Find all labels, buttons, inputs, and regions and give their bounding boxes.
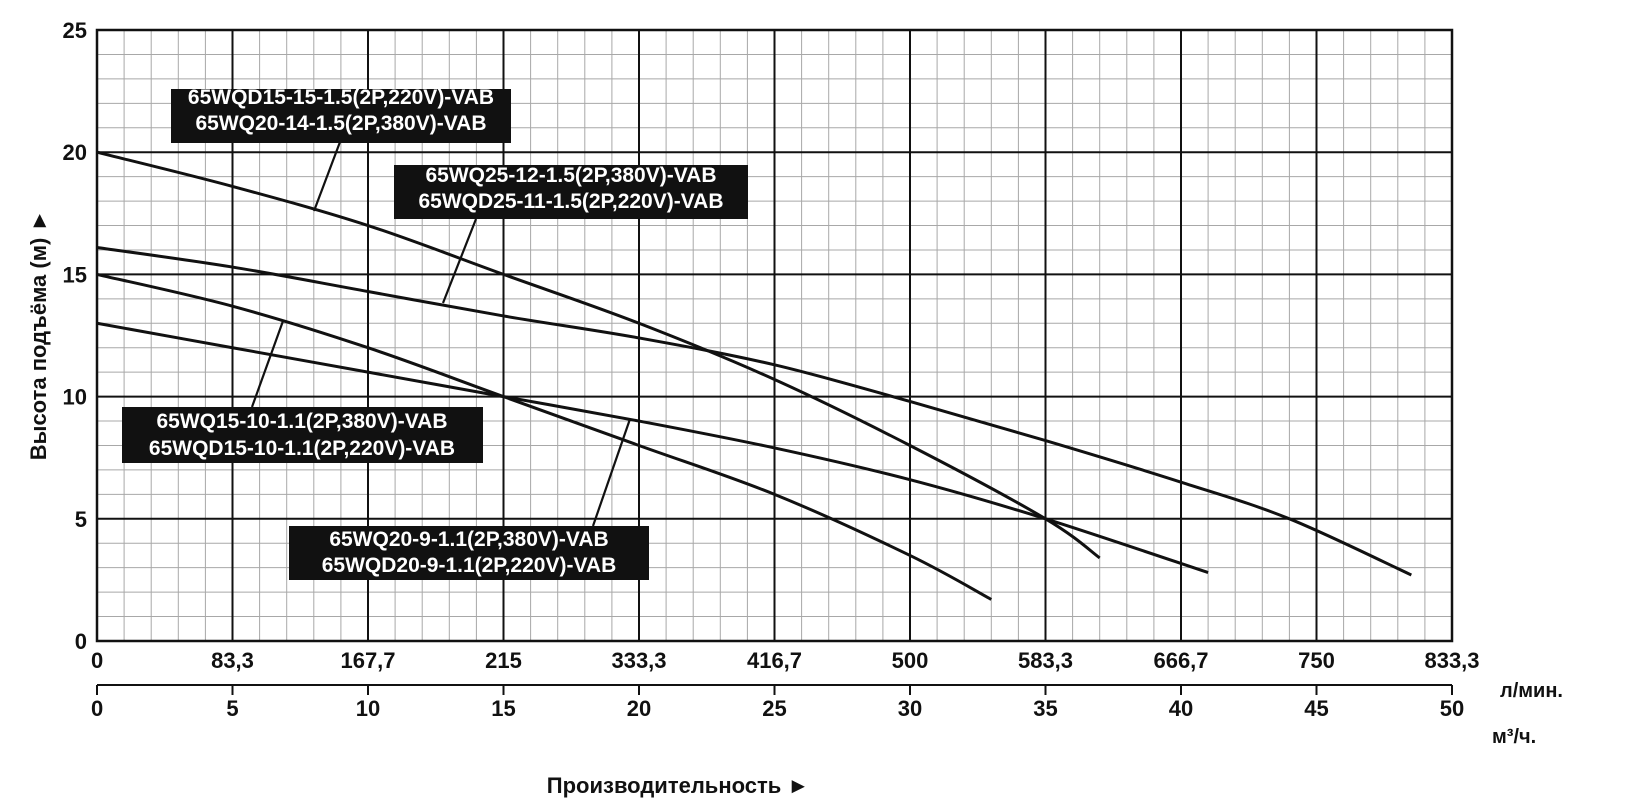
y-tick-label: 5: [75, 507, 87, 532]
x-tick-label-m3h: 50: [1440, 696, 1464, 721]
series-label-2: 65WQ25-12-1.5(2P,380V)-VAB 65WQD25-11-1.5…: [394, 164, 748, 219]
label-leader-lines: [250, 141, 632, 527]
y-tick-label: 20: [63, 140, 87, 165]
curve-series-4: [96, 321, 1209, 574]
leader-line: [591, 418, 632, 527]
x-tick-label-m3h: 45: [1304, 696, 1328, 721]
series-label-line-2: 65WQD25-11-1.5(2P,220V)-VAB: [418, 190, 723, 213]
x-tick-label-lpm: 333,3: [611, 648, 666, 673]
series-label-background: [289, 526, 649, 580]
x-tick-label-m3h: 15: [491, 696, 515, 721]
series-label-4: 65WQ20-9-1.1(2P,380V)-VAB 65WQD20-9-1.1(2…: [289, 526, 649, 580]
x-tick-label-lpm: 833,3: [1424, 648, 1479, 673]
x-tick-label-lpm: 666,7: [1153, 648, 1208, 673]
x-tick-label-lpm: 500: [892, 648, 929, 673]
x-tick-label-m3h: 40: [1169, 696, 1193, 721]
leader-line: [312, 141, 342, 212]
series-label-1: 65WQD15-15-1.5(2P,220V)-VAB 65WQ20-14-1.5…: [171, 86, 511, 143]
series-label-line-2: 65WQD15-10-1.1(2P,220V)-VAB: [149, 437, 455, 460]
leader-line: [441, 218, 478, 304]
y-tick-label: 25: [63, 18, 87, 43]
x-tick-label-m3h: 0: [91, 696, 103, 721]
x-unit-m3h: м³/ч.: [1492, 726, 1536, 748]
y-axis-title: Высота подъёма (м) ►: [26, 210, 51, 460]
x-tick-label-m3h: 25: [762, 696, 786, 721]
series-label-line-1: 65WQD15-15-1.5(2P,220V)-VAB: [188, 86, 494, 109]
performance-curves: [96, 150, 1412, 601]
plot-frame: [95, 28, 1454, 643]
series-label-background: [171, 89, 511, 143]
series-label-background: [394, 165, 748, 219]
x-tick-label-m3h: 35: [1033, 696, 1057, 721]
x-tick-label-m3h: 20: [627, 696, 651, 721]
x-tick-label-lpm: 416,7: [747, 648, 802, 673]
x-tick-labels-m3h: 0 5 10 15 20 25 30 35 40 45 50: [91, 696, 1464, 721]
y-tick-label: 10: [63, 385, 87, 410]
y-tick-label: 0: [75, 629, 87, 654]
series-labels: 65WQD15-15-1.5(2P,220V)-VAB 65WQ20-14-1.5…: [122, 86, 748, 580]
x-axis-title: Производительность ►: [547, 773, 809, 798]
x-tick-label-m3h: 30: [898, 696, 922, 721]
leader-line: [250, 320, 285, 408]
series-label-line-2: 65WQD20-9-1.1(2P,220V)-VAB: [322, 554, 617, 577]
y-tick-label: 15: [63, 262, 87, 287]
x-tick-labels-lpm: 0 83,3 167,7 215 333,3 416,7 500 583,3 666,7 750 8…: [91, 648, 1480, 673]
series-label-line-1: 65WQ15-10-1.1(2P,380V)-VAB: [156, 410, 447, 433]
x-tick-label-lpm: 167,7: [340, 648, 395, 673]
x-tick-label-m3h: 5: [226, 696, 238, 721]
series-label-line-2: 65WQ20-14-1.5(2P,380V)-VAB: [195, 112, 486, 135]
x-unit-lpm: л/мин.: [1500, 680, 1563, 702]
y-tick-labels: 0 5 10 15 20 25: [63, 18, 87, 654]
x-tick-label-lpm: 83,3: [211, 648, 254, 673]
curve-series-2: [96, 246, 1412, 577]
x-tick-label-m3h: 10: [356, 696, 380, 721]
x-tick-label-lpm: 0: [91, 648, 103, 673]
series-label-3: 65WQ15-10-1.1(2P,380V)-VAB 65WQD15-10-1.1…: [122, 407, 483, 463]
x-tick-label-lpm: 750: [1298, 648, 1335, 673]
curve-series-1: [96, 150, 1101, 560]
x-tick-label-lpm: 583,3: [1018, 648, 1073, 673]
series-label-background: [122, 407, 483, 463]
curve-series-3: [96, 272, 993, 601]
series-label-line-1: 65WQ20-9-1.1(2P,380V)-VAB: [329, 528, 608, 551]
series-label-line-1: 65WQ25-12-1.5(2P,380V)-VAB: [425, 164, 716, 187]
secondary-x-axis: [96, 684, 1453, 695]
x-tick-label-lpm: 215: [485, 648, 522, 673]
